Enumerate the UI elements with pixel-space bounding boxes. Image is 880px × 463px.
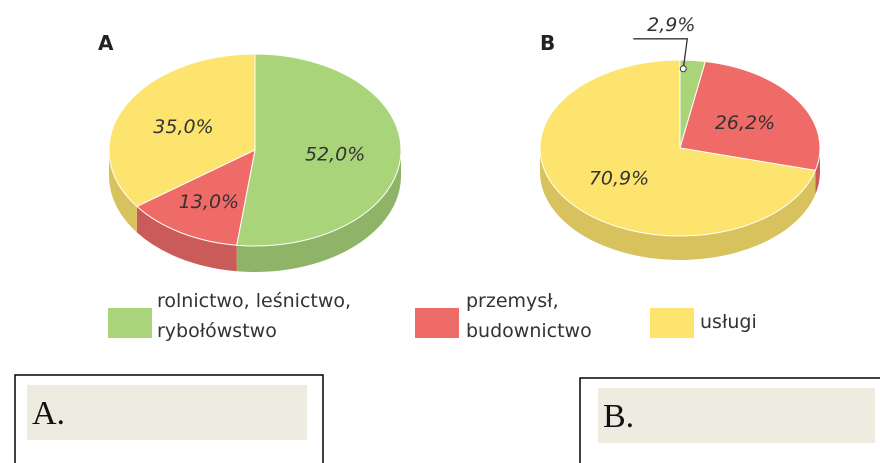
legend-label: budownictwo <box>466 320 592 342</box>
legend-label: rolnictwo, leśnictwo, <box>157 290 351 312</box>
value-label: 35,0% <box>153 116 213 138</box>
leader-dot <box>679 65 687 73</box>
answer-field[interactable] <box>598 388 875 443</box>
chart-title: B <box>540 31 555 55</box>
answer-field[interactable] <box>27 385 307 440</box>
pie-slice <box>679 60 821 171</box>
pie-side <box>540 148 816 260</box>
value-label: 70,9% <box>589 168 649 190</box>
chart-title: A <box>98 31 114 55</box>
answer-label: B. <box>603 398 634 435</box>
pie-side <box>136 206 237 272</box>
pie-slice <box>135 149 256 246</box>
value-label: 26,2% <box>715 112 775 134</box>
pie-side <box>236 150 401 272</box>
legend-label: przemysł, <box>466 290 559 312</box>
legend-swatch <box>415 308 459 338</box>
answer-label: A. <box>32 395 65 432</box>
legend-label: rybołówstwo <box>157 320 277 342</box>
value-label: 13,0% <box>179 191 239 213</box>
legend-label: usługi <box>700 311 757 333</box>
leader-line <box>633 38 689 69</box>
legend-swatch <box>108 308 152 338</box>
pie-slice <box>539 59 817 237</box>
pie-slice <box>236 53 402 247</box>
value-label: 52,0% <box>305 143 365 165</box>
pie-slice <box>108 53 256 208</box>
value-label: 2,9% <box>647 14 695 36</box>
legend-swatch <box>650 308 694 338</box>
